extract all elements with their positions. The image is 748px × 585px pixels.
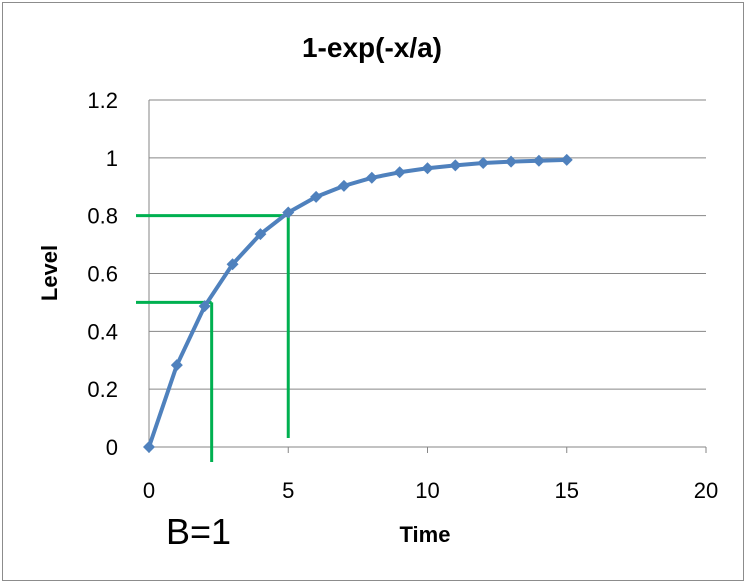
data-point-marker xyxy=(449,159,462,172)
annotation-b-equals-1: B=1 xyxy=(166,511,231,552)
grid-lines xyxy=(148,99,707,453)
y-tick-label: 1.2 xyxy=(87,88,118,113)
x-tick-label: 0 xyxy=(143,478,155,503)
y-tick-label: 0.2 xyxy=(87,377,118,402)
x-tick-label: 15 xyxy=(555,478,579,503)
data-point-marker xyxy=(170,359,183,372)
data-point-marker xyxy=(226,258,239,271)
series-line xyxy=(147,157,569,449)
x-tick-label: 20 xyxy=(694,478,718,503)
x-axis-label: Time xyxy=(400,522,451,547)
data-point-marker xyxy=(560,153,573,166)
y-tick-label: 0.6 xyxy=(87,262,118,287)
reference-lines xyxy=(136,214,290,462)
x-tick-labels: 0 5 10 15 20 xyxy=(143,478,718,503)
data-point-marker xyxy=(254,228,267,241)
data-point-marker xyxy=(282,206,295,219)
series-layer xyxy=(143,153,573,453)
x-tick-label: 5 xyxy=(282,478,294,503)
data-point-marker xyxy=(310,190,323,203)
data-point-marker xyxy=(143,441,155,453)
y-tick-label: 0 xyxy=(106,435,118,460)
y-axis-label: Level xyxy=(37,245,62,301)
data-point-marker xyxy=(365,171,378,184)
x-tick-label: 10 xyxy=(415,478,439,503)
chart-title: 1-exp(-x/a) xyxy=(302,32,442,63)
y-tick-labels: 0 0.2 0.4 0.6 0.8 1 1.2 xyxy=(87,88,118,460)
y-tick-label: 0.8 xyxy=(87,204,118,229)
data-point-marker xyxy=(393,166,406,179)
data-point-marker xyxy=(477,157,490,170)
data-point-marker xyxy=(505,155,518,168)
y-tick-label: 1 xyxy=(106,146,118,171)
data-point-marker xyxy=(337,179,350,192)
data-point-marker xyxy=(198,300,211,313)
data-point-marker xyxy=(421,162,434,175)
data-point-marker xyxy=(532,154,545,167)
y-tick-label: 0.4 xyxy=(87,319,118,344)
